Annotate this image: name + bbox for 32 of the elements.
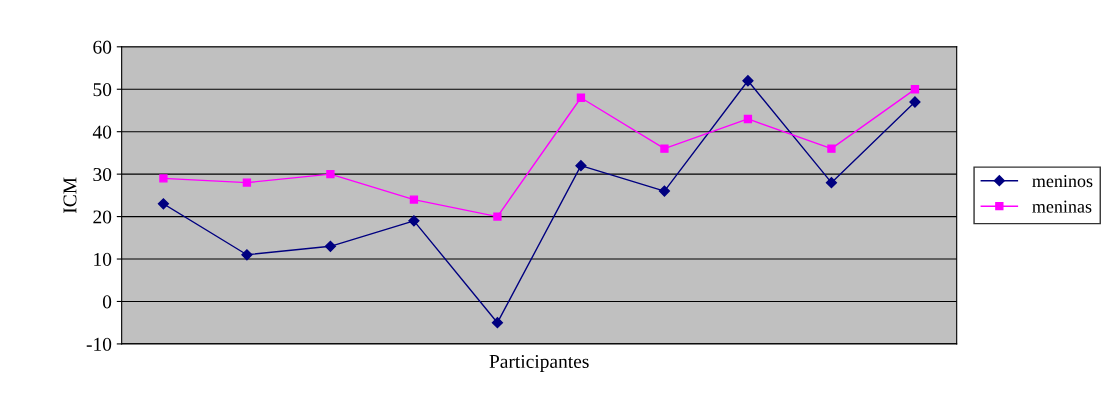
y-axis-title: ICM [63, 177, 77, 214]
x-axis-title: Participantes [489, 354, 589, 372]
point [743, 114, 753, 124]
point [326, 169, 335, 179]
point [241, 249, 253, 261]
legend-label: meninas [1032, 200, 1092, 213]
point [825, 177, 838, 189]
point [409, 195, 419, 204]
point [576, 93, 586, 102]
point [491, 317, 504, 329]
point [242, 178, 252, 187]
point [575, 160, 587, 172]
y-tick-label: 0 [102, 295, 112, 309]
y-tick-label: -10 [86, 337, 112, 351]
y-tick-label: 50 [93, 83, 112, 97]
point [658, 185, 671, 197]
y-tick-label: 20 [93, 210, 112, 224]
point [408, 215, 420, 227]
point [742, 75, 754, 87]
point [909, 96, 921, 108]
point [493, 212, 502, 221]
point [910, 85, 920, 94]
point [827, 144, 836, 153]
y-tick-label: 30 [93, 167, 112, 182]
point [324, 240, 337, 252]
point [660, 144, 669, 153]
point [157, 198, 170, 210]
point [159, 174, 168, 183]
legend-label: meninos [1032, 175, 1093, 188]
y-tick-label: 10 [94, 252, 112, 266]
y-tick-label: 60 [93, 40, 112, 54]
y-tick-label: 40 [92, 125, 112, 139]
